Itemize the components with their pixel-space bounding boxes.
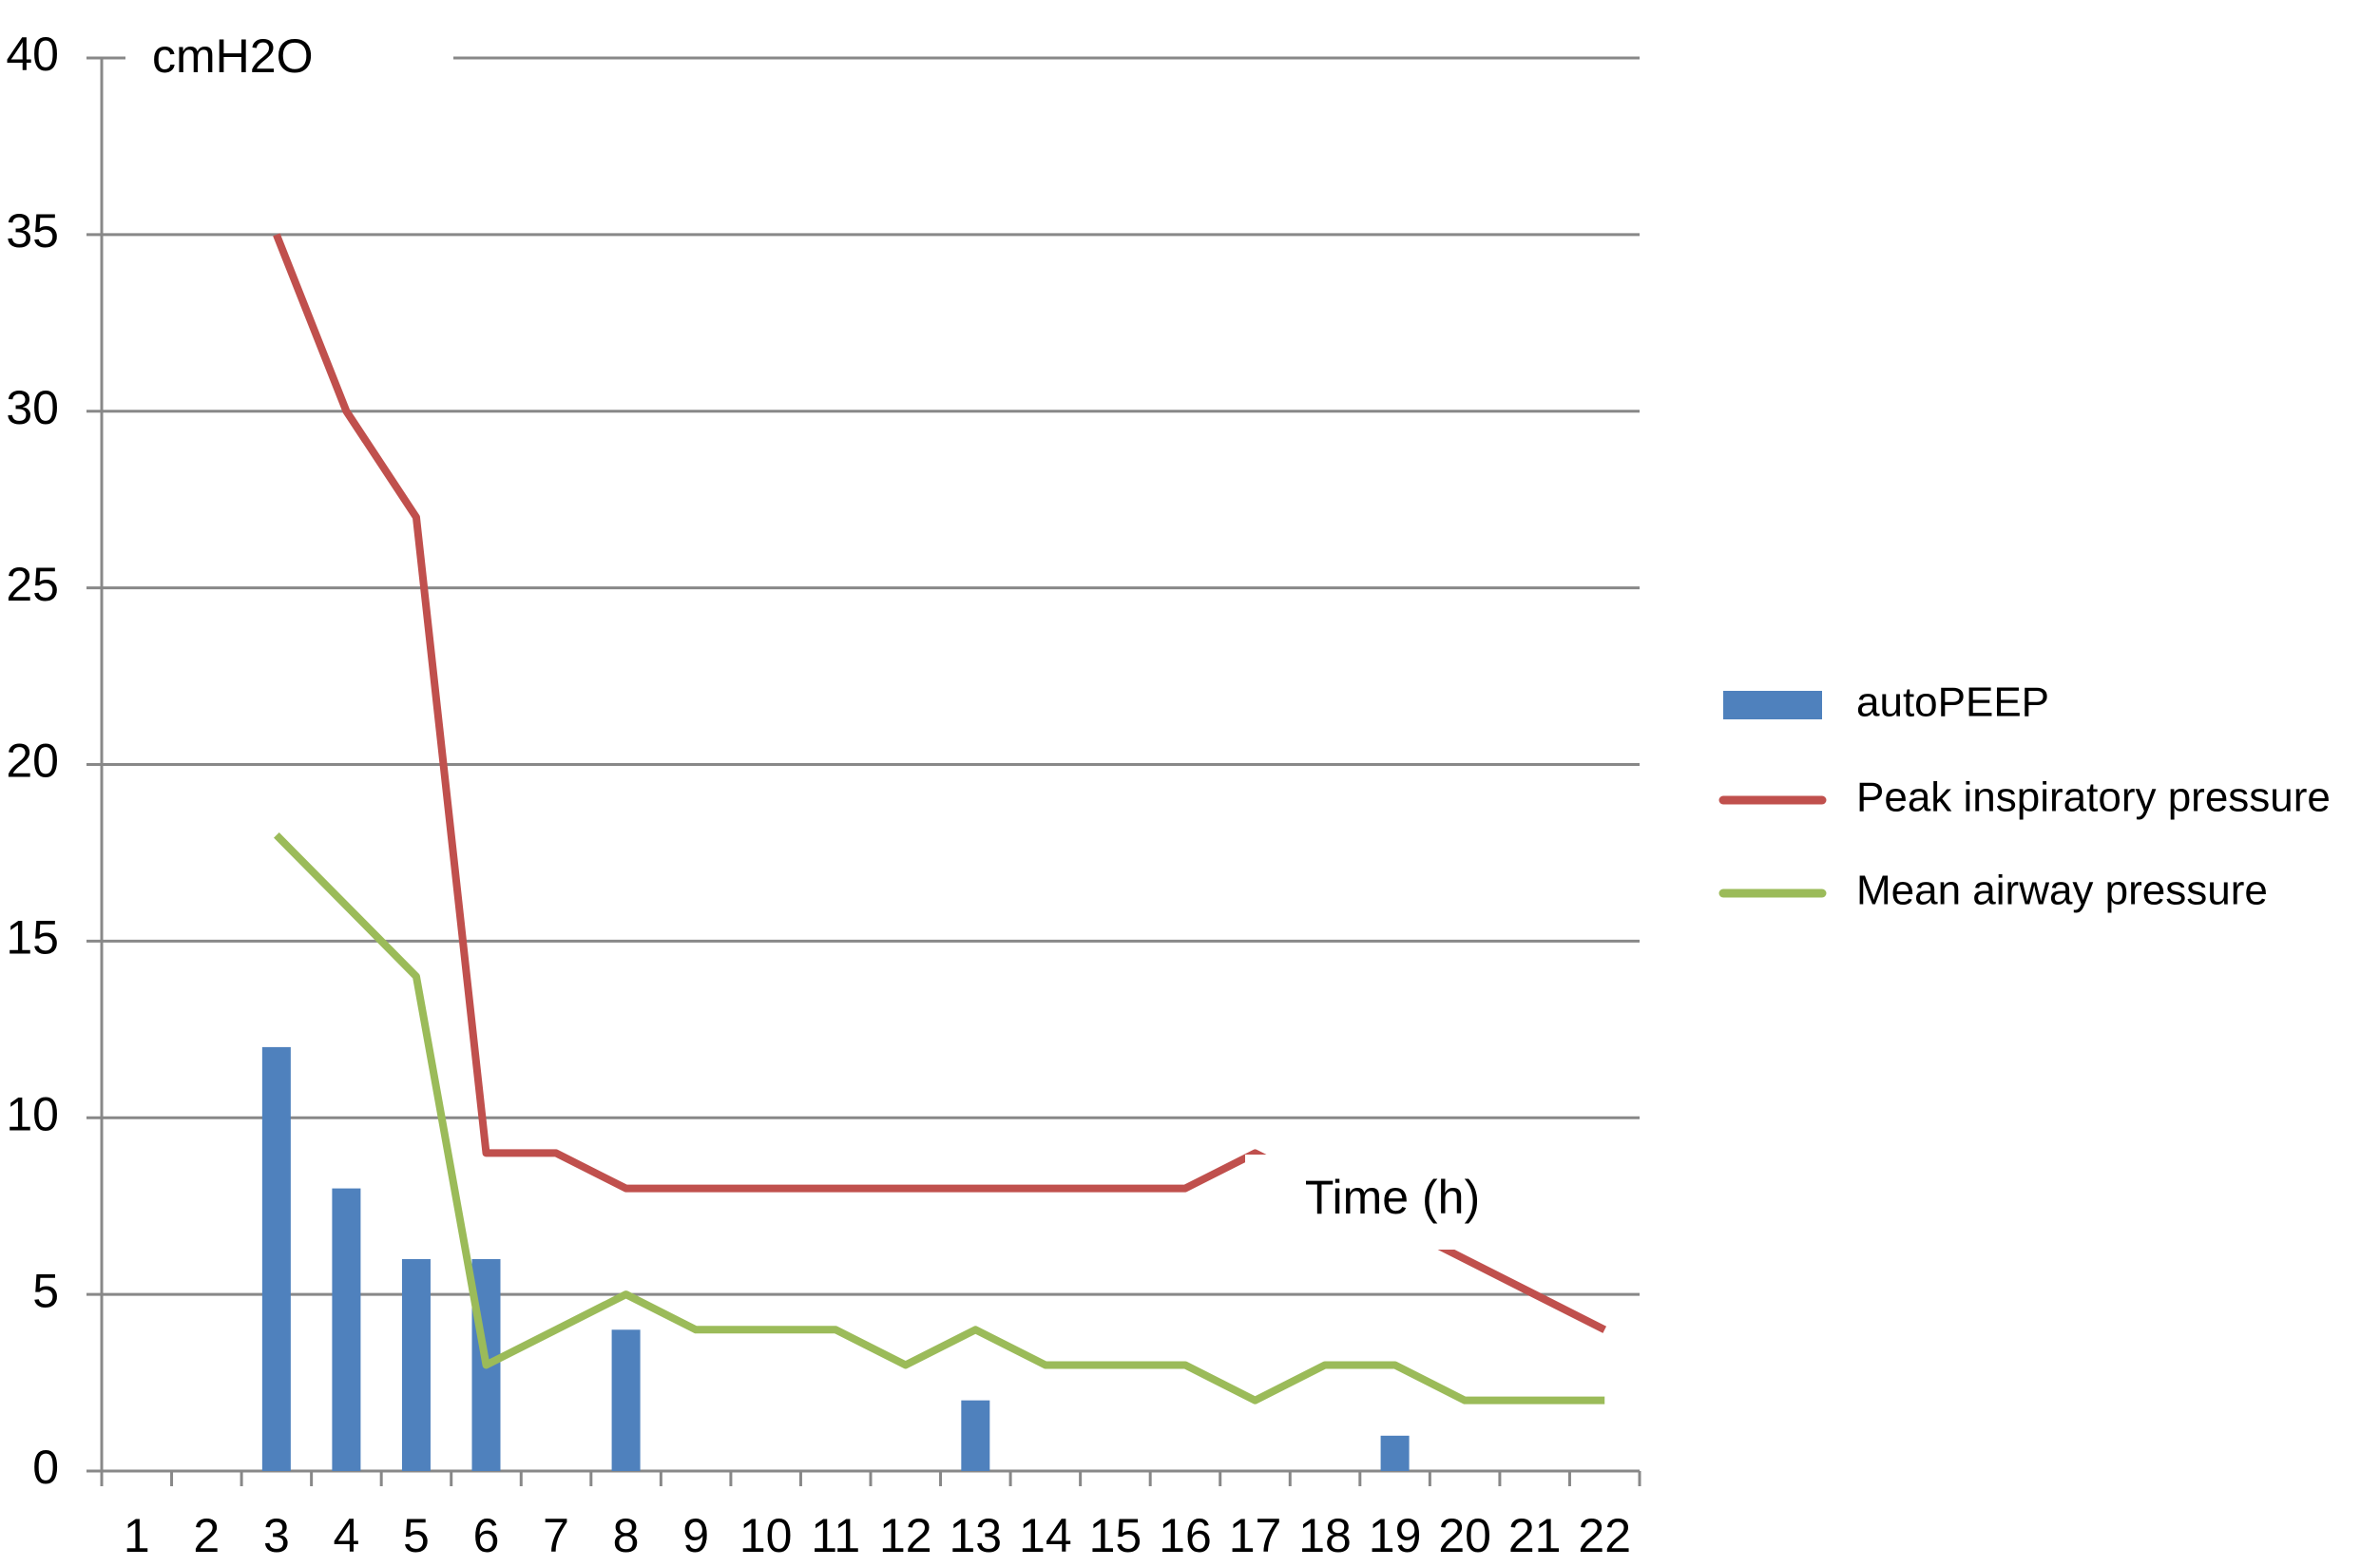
x-axis-label: Time (h) xyxy=(1305,1171,1480,1224)
legend-swatch xyxy=(1723,691,1822,719)
x-tick-label: 5 xyxy=(403,1509,430,1562)
bar xyxy=(961,1400,990,1471)
x-tick-label: 3 xyxy=(263,1509,290,1562)
bar xyxy=(401,1258,431,1471)
bar xyxy=(1380,1435,1410,1471)
bar xyxy=(261,1046,291,1471)
y-tick-label: 25 xyxy=(6,558,59,611)
x-tick-label: 17 xyxy=(1229,1509,1282,1562)
y-tick-label: 5 xyxy=(32,1264,59,1317)
x-tick-label: 15 xyxy=(1089,1509,1142,1562)
x-tick-label: 2 xyxy=(193,1509,220,1562)
x-tick-label: 18 xyxy=(1298,1509,1352,1562)
legend-label: Peak inspiratory pressure xyxy=(1856,774,2331,821)
x-tick-label: 8 xyxy=(613,1509,640,1562)
x-tick-label: 21 xyxy=(1508,1509,1562,1562)
legend-label: autoPEEP xyxy=(1856,679,2049,726)
x-tick-label: 13 xyxy=(950,1509,1003,1562)
y-axis-label: cmH2O xyxy=(152,29,313,83)
y-tick-label: 0 xyxy=(32,1441,59,1494)
x-tick-label: 6 xyxy=(473,1509,500,1562)
bar xyxy=(611,1329,641,1471)
y-tick-label: 15 xyxy=(6,911,59,965)
x-tick-label: 1 xyxy=(124,1509,150,1562)
x-tick-label: 10 xyxy=(739,1509,793,1562)
x-tick-label: 12 xyxy=(879,1509,932,1562)
line xyxy=(274,832,1605,1405)
x-tick-label: 19 xyxy=(1369,1509,1422,1562)
y-tick-label: 35 xyxy=(6,204,59,258)
x-tick-label: 7 xyxy=(543,1509,569,1562)
y-tick-label: 30 xyxy=(6,381,59,434)
x-tick-label: 22 xyxy=(1578,1509,1631,1562)
bar xyxy=(332,1188,361,1471)
y-tick-label: 10 xyxy=(6,1087,59,1140)
y-tick-label: 20 xyxy=(6,735,59,788)
x-tick-label: 11 xyxy=(811,1509,860,1562)
y-tick-label: 40 xyxy=(6,28,59,81)
label-bg xyxy=(1245,1155,1540,1250)
x-tick-label: 14 xyxy=(1019,1509,1072,1562)
x-tick-label: 16 xyxy=(1159,1509,1212,1562)
x-tick-label: 4 xyxy=(334,1509,360,1562)
x-tick-label: 20 xyxy=(1438,1509,1491,1562)
legend-label: Mean airway pressure xyxy=(1856,868,2268,914)
label-bg xyxy=(125,19,453,95)
x-tick-label: 9 xyxy=(682,1509,709,1562)
